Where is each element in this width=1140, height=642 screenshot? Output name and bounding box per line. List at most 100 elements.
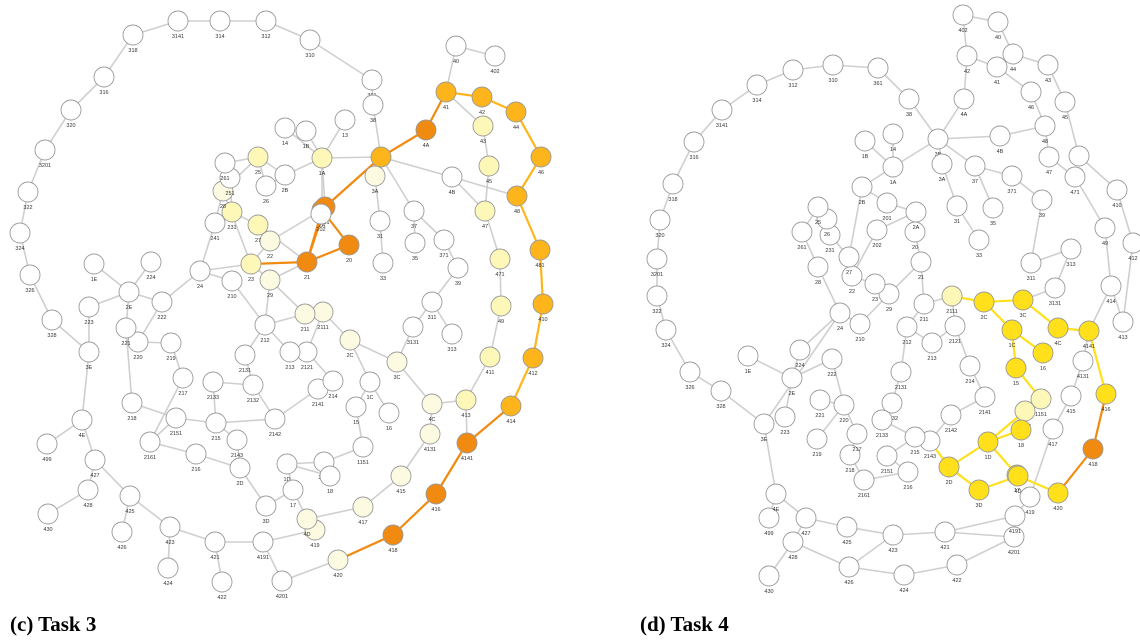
node-label: 419: [1025, 510, 1034, 516]
node-label: 213: [285, 365, 294, 371]
graph-node: [897, 461, 919, 483]
node-label: 37: [972, 179, 978, 185]
graph-node: [864, 273, 886, 295]
node-label: 40: [995, 35, 1001, 41]
graph-node: [964, 155, 986, 177]
node-label: 220: [839, 418, 848, 424]
graph-node: [1095, 383, 1117, 405]
node-label: 2121: [301, 365, 313, 371]
node-label: 3E: [761, 437, 768, 443]
node-label: 22: [849, 289, 855, 295]
node-label: 430: [43, 527, 52, 533]
node-label: 16: [1040, 366, 1046, 372]
graph-node: [1122, 232, 1140, 254]
node-label: 15: [1013, 381, 1019, 387]
graph-node: [807, 256, 829, 278]
node-label: 4C: [428, 417, 435, 423]
node-label: 43: [1045, 78, 1051, 84]
node-label: 41: [994, 80, 1000, 86]
graph-edge: [81, 351, 90, 421]
graph-node: [781, 367, 803, 389]
node-label: 214: [328, 394, 337, 400]
node-label: 26: [824, 232, 830, 238]
node-label: 31: [377, 234, 383, 240]
node-label: 418: [388, 548, 397, 554]
node-label: 426: [844, 580, 853, 586]
node-label: 39: [455, 281, 461, 287]
node-label: 241: [210, 236, 219, 242]
node-label: 471: [1070, 190, 1079, 196]
node-label: 224: [795, 363, 804, 369]
graph-node: [1012, 289, 1034, 311]
graph-edge: [125, 327, 133, 404]
graph-node: [322, 370, 344, 392]
graph-node: [876, 192, 898, 214]
node-label: 3131: [407, 340, 419, 346]
node-label: 417: [1048, 442, 1057, 448]
graph-node: [221, 201, 243, 223]
graph-edge: [763, 423, 777, 495]
node-label: 3C: [393, 375, 400, 381]
graph-node: [1019, 486, 1041, 508]
graph-node: [311, 147, 333, 169]
graph-node: [254, 314, 276, 336]
graph-node: [209, 10, 231, 32]
node-label: 21: [304, 275, 310, 281]
graph-node: [931, 153, 953, 175]
graph-node: [382, 524, 404, 546]
graph-node: [274, 117, 296, 139]
graph-node: [959, 355, 981, 377]
edges-layer: [19, 20, 545, 583]
node-label: 420: [333, 573, 342, 579]
graph-node: [679, 361, 701, 383]
graph-node: [274, 164, 296, 186]
graph-node: [345, 396, 367, 418]
node-label: 424: [163, 581, 172, 587]
graph-node: [127, 331, 149, 353]
node-label: 214: [965, 379, 974, 385]
graph-node: [836, 516, 858, 538]
graph-node: [319, 465, 341, 487]
node-label: 48: [514, 209, 520, 215]
graph-node: [352, 496, 374, 518]
node-label: 13: [342, 133, 348, 139]
graph-node: [944, 315, 966, 337]
node-label: 402: [958, 28, 967, 34]
node-label: 1A: [890, 180, 897, 186]
node-label: 3131: [1049, 301, 1061, 307]
node-label: 324: [15, 246, 24, 252]
node-label: 416: [1101, 407, 1110, 413]
graph-node: [118, 281, 140, 303]
node-label: 221: [815, 413, 824, 419]
graph-node: [1060, 238, 1082, 260]
node-label: 201: [882, 216, 891, 222]
node-label: 202: [316, 227, 325, 233]
graph-edge: [1030, 199, 1043, 264]
graph-edge: [1122, 242, 1134, 323]
node-label: 1B: [862, 154, 869, 160]
graph-node: [1038, 146, 1060, 168]
node-label: 2151: [170, 431, 182, 437]
node-label: 40: [453, 59, 459, 65]
node-label: 499: [42, 457, 51, 463]
graph-edge: [944, 531, 1015, 538]
graph-panel-task-4: 4024042444143464548481474714104941241441…: [646, 4, 1140, 595]
graph-node: [34, 139, 56, 161]
graph-node: [893, 564, 915, 586]
node-label: 14: [282, 141, 288, 147]
node-label: 428: [788, 555, 797, 561]
graph-node: [402, 316, 424, 338]
graph-node: [327, 549, 349, 571]
graph-node: [252, 531, 274, 553]
node-label: 16: [386, 426, 392, 432]
graph-node: [1004, 505, 1026, 527]
graph-node: [881, 392, 903, 414]
node-label: 219: [166, 356, 175, 362]
graph-edge: [763, 312, 841, 425]
graph-edge: [380, 156, 453, 178]
graph-node: [299, 29, 321, 51]
graph-node: [119, 485, 141, 507]
node-label: 46: [538, 170, 544, 176]
node-label: 215: [910, 450, 919, 456]
